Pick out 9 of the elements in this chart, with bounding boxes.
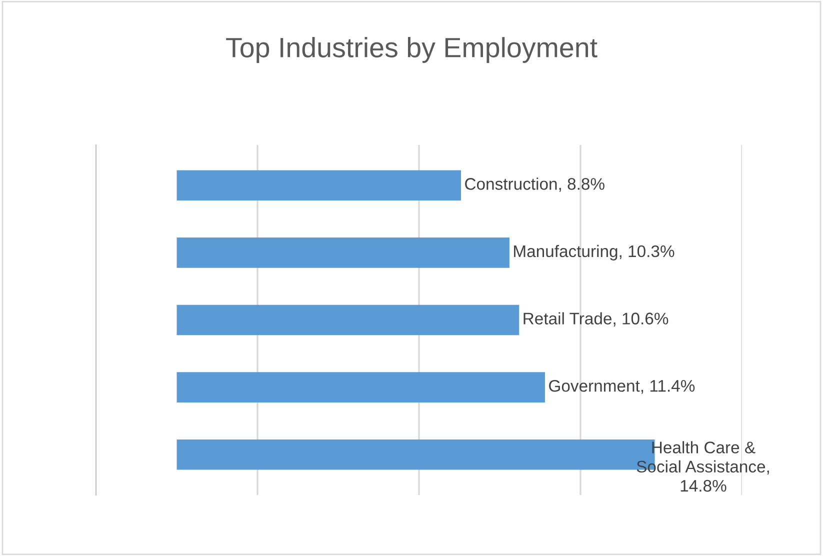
bar (176, 304, 520, 336)
bar (176, 170, 461, 201)
bar (176, 372, 545, 402)
data-label: Retail Trade, 10.6% (524, 312, 668, 326)
data-label: Government, 11.4% (549, 380, 695, 394)
data-label: Construction, 8.8% (465, 178, 604, 192)
data-label: Manufacturing, 10.3% (514, 244, 674, 260)
bar (176, 238, 510, 268)
chart-title: Top Industries by Employment (226, 37, 598, 63)
